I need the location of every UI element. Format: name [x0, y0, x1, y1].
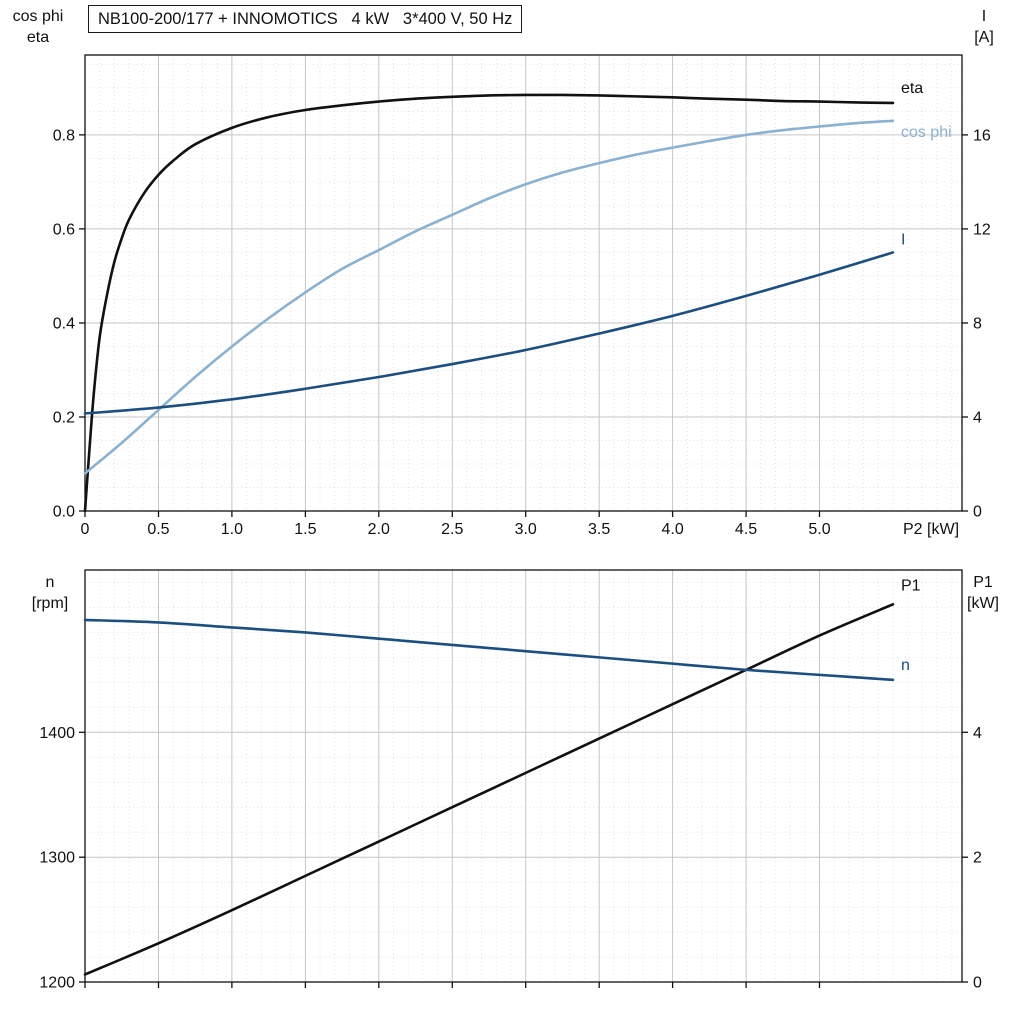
cos-phi-curve-label: cos phi [901, 124, 952, 141]
x-tick-label: 2.5 [441, 521, 463, 538]
tick-layer-1: 1200 1300 1400 0 2 4 [39, 725, 982, 992]
y-left-tick-label: 0.8 [53, 127, 75, 144]
y-right-tick-label: 0 [973, 504, 982, 521]
tick-layer-0: 0 0.5 1.0 1.5 2.0 2.5 3.0 3.5 4.0 4.5 5.0 0.0 0.2 0.4… [53, 127, 991, 538]
x-tick-label: 2.0 [368, 521, 390, 538]
x-tick-label: 0 [81, 521, 90, 538]
grid-layer-0 [84, 55, 962, 512]
y-left-tick-label: 1200 [39, 975, 75, 992]
x-tick-label: 1.5 [294, 521, 316, 538]
x-tick-label: 3.5 [588, 521, 610, 538]
y-left-tick-label: 0.2 [53, 409, 75, 426]
x-tick-label: 5.0 [808, 521, 830, 538]
x-tick-label: 4.0 [661, 521, 683, 538]
n-curve [83, 618, 895, 682]
eta-curve [83, 93, 895, 513]
y-left-tick-label: 1300 [39, 850, 75, 867]
y-right-tick-label: 4 [973, 409, 982, 426]
y-left-tick-label: 0.4 [53, 315, 75, 332]
plot-frame-0 [84, 54, 963, 512]
P1-curve-label: P1 [901, 577, 921, 594]
x-axis-unit-label: P2 [kW] [903, 521, 960, 538]
x-tick-label: 3.0 [515, 521, 537, 538]
y-right-tick-label: 12 [973, 221, 991, 238]
x-tick-label: 4.5 [735, 521, 757, 538]
n-curve-label: n [901, 657, 910, 674]
bottom-right-axis-label: P1 [kW] [967, 574, 999, 612]
y-right-tick-label: 4 [973, 725, 982, 742]
y-left-tick-label: 0.6 [53, 221, 75, 238]
y-right-tick-label: 0 [973, 975, 982, 992]
P1-curve [83, 603, 895, 976]
cos-phi-curve [83, 119, 895, 475]
I-curve-label: I [901, 231, 905, 248]
y-right-tick-label: 16 [973, 127, 991, 144]
chart-title: NB100-200/177 + INNOMOTICS 4 kW 3*400 V,… [88, 5, 523, 33]
y-right-tick-label: 8 [973, 315, 982, 332]
top-left-axis-label: cos phi eta [12, 8, 64, 46]
y-right-tick-label: 2 [973, 850, 982, 867]
x-tick-label: 0.5 [147, 521, 169, 538]
plot-frame-1 [84, 569, 963, 983]
I-curve [83, 251, 895, 415]
y-left-tick-label: 1400 [39, 725, 75, 742]
top-right-axis-label: I [A] [974, 8, 994, 46]
x-tick-label: 1.0 [221, 521, 243, 538]
y-left-tick-label: 0.0 [53, 504, 75, 521]
bottom-left-axis-label: n [rpm] [31, 574, 69, 612]
eta-curve-label: eta [901, 80, 923, 97]
